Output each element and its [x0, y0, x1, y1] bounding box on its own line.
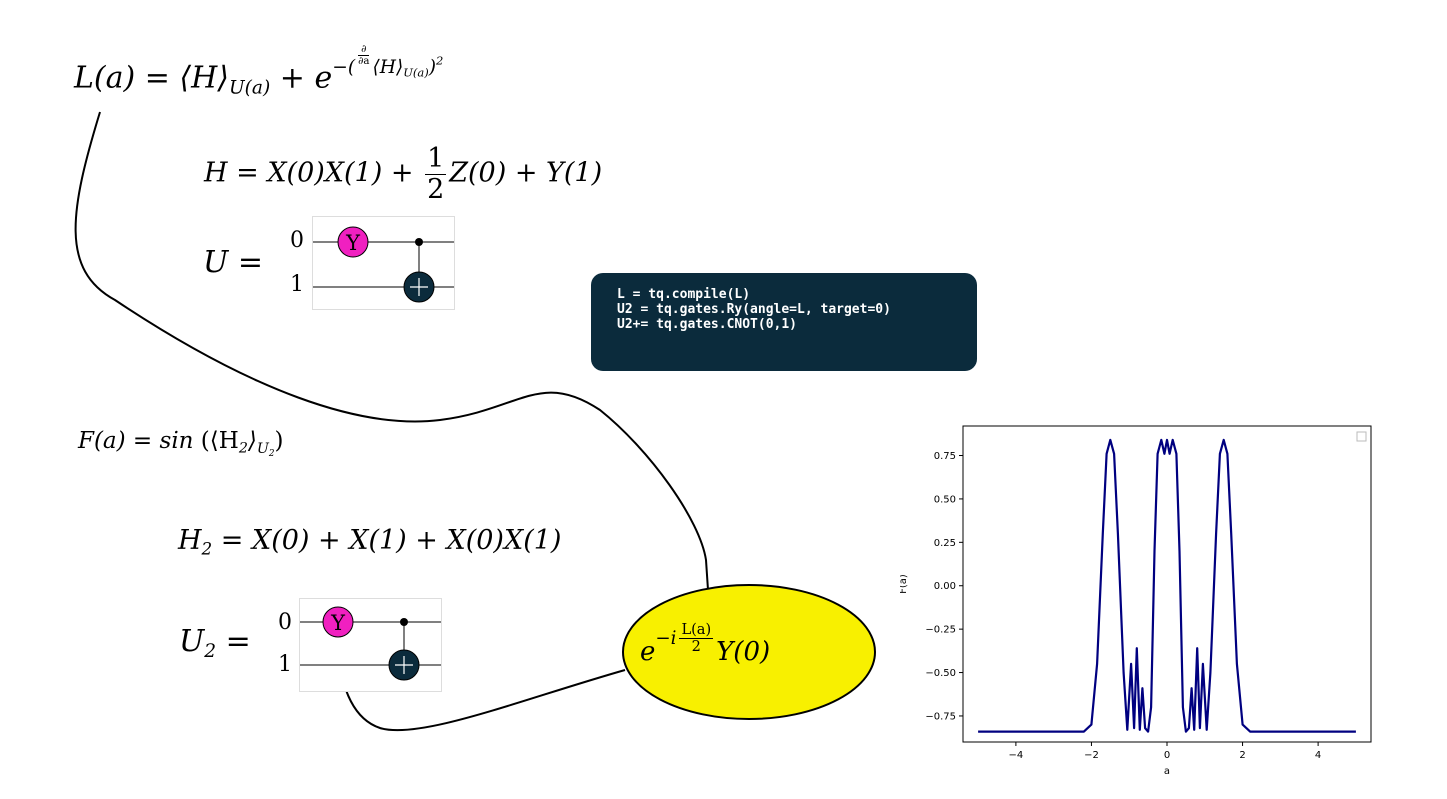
x-tick-label: 0	[1164, 750, 1170, 761]
code-line: L = tq.compile(L)	[617, 287, 751, 302]
qubit-label-1: 1	[278, 652, 292, 677]
x-tick-label: −2	[1084, 750, 1099, 761]
y-tick-label: 0.75	[934, 451, 956, 462]
qubit-label-1: 1	[290, 272, 304, 297]
code-line: U2 = tq.gates.Ry(angle=L, target=0)	[617, 302, 891, 317]
line-chart: −0.75−0.50−0.250.000.250.500.75 −4 −2 0 2 4 …	[900, 425, 1372, 777]
y-gate	[322, 606, 354, 638]
y-tick-label: 0.25	[934, 538, 956, 549]
y-tick-label: −0.25	[925, 625, 956, 636]
y-tick-label: 0.00	[934, 581, 956, 592]
series-line	[978, 438, 1356, 733]
equation-L: L(a) = ⟨H⟩U(a) + e−(∂ ∂a ⟨H⟩U(a))2	[74, 44, 444, 99]
circuit-U2: Y	[299, 598, 442, 692]
x-tick-label: −4	[1009, 750, 1024, 761]
equation-F: F(a) = sin (⟨H2⟩U2)	[78, 428, 284, 459]
code-line: U2+= tq.gates.CNOT(0,1)	[617, 317, 798, 332]
equation-H2: H2 = X(0) + X(1) + X(0)X(1)	[178, 525, 562, 559]
y-gate-label: Y	[330, 611, 346, 635]
circuit-U: Y	[312, 216, 455, 310]
x-axis-label: a	[1164, 766, 1170, 777]
qubit-label-0: 0	[290, 228, 304, 253]
yellow-ellipse	[622, 584, 876, 720]
equation-U2: U2 =	[179, 624, 251, 662]
qubit-label-0: 0	[278, 610, 292, 635]
legend-box	[1356, 431, 1367, 442]
y-tick-label: −0.75	[925, 711, 956, 722]
plot-area	[962, 425, 1372, 743]
x-tick-label: 2	[1239, 750, 1245, 761]
equation-H: H = X(0)X(1) + 1 2 Z(0) + Y(1)	[204, 143, 603, 205]
connector-L-to-ellipse	[74, 111, 710, 606]
ellipse-equation: e−i L(a) 2 Y(0)	[640, 621, 771, 667]
x-tick-label: 4	[1315, 750, 1321, 761]
y-gate	[337, 226, 369, 258]
y-tick-label: −0.50	[925, 668, 956, 679]
y-gate-label: Y	[345, 231, 361, 255]
code-box: L = tq.compile(L) U2 = tq.gates.Ry(angle…	[591, 273, 977, 371]
y-axis-label: F(a)	[900, 574, 909, 594]
equation-U: U =	[203, 245, 263, 280]
y-tick-label: 0.50	[934, 494, 956, 505]
